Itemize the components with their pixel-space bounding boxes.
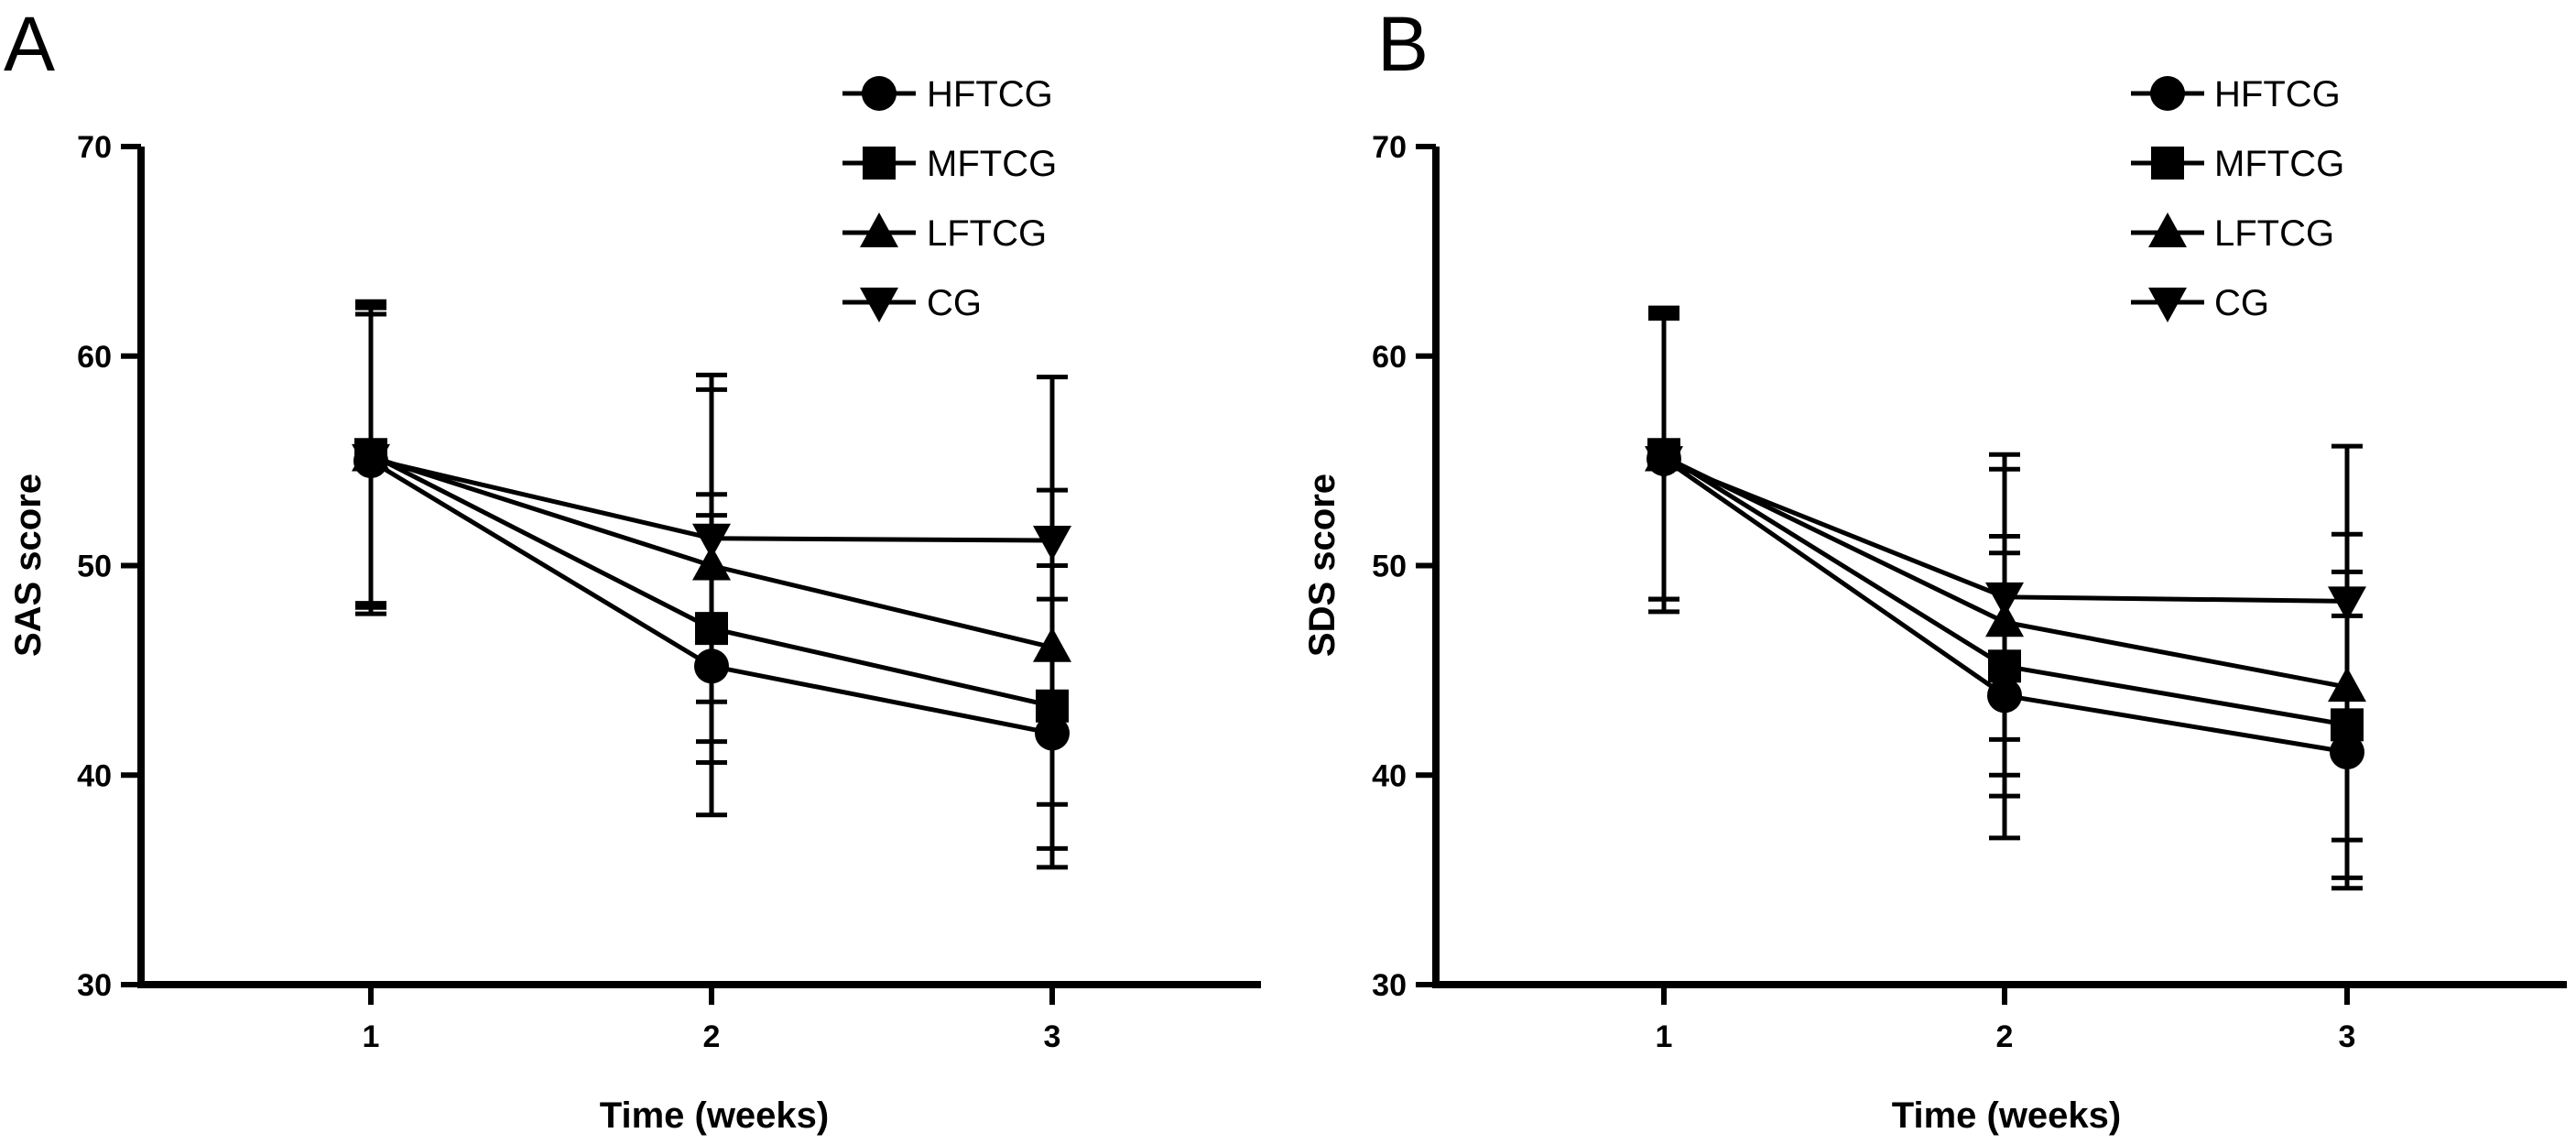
legend-item-hftcg: HFTCG bbox=[2131, 74, 2341, 114]
data-point bbox=[1033, 626, 1071, 662]
y-tick-label: 60 bbox=[77, 340, 112, 375]
data-point bbox=[1035, 715, 1070, 751]
legend-marker bbox=[2148, 212, 2187, 247]
data-point bbox=[2328, 586, 2366, 622]
data-point bbox=[692, 545, 731, 581]
data-point bbox=[1988, 649, 2021, 683]
data-point bbox=[2330, 735, 2364, 770]
x-tick-label: 2 bbox=[1996, 1019, 2014, 1054]
y-tick-label: 50 bbox=[1372, 550, 1407, 584]
data-point bbox=[2331, 708, 2364, 742]
y-tick-label: 70 bbox=[1372, 130, 1407, 165]
data-point bbox=[1985, 602, 2024, 637]
data-point bbox=[694, 648, 729, 684]
y-tick-label: 40 bbox=[77, 758, 112, 793]
series-mftcg bbox=[1647, 438, 2364, 742]
legend-label: CG bbox=[2214, 283, 2269, 323]
legend-label: HFTCG bbox=[2214, 74, 2341, 114]
y-tick-label: 30 bbox=[1372, 968, 1407, 1003]
x-tick-label: 1 bbox=[363, 1019, 380, 1054]
legend-marker bbox=[862, 76, 897, 111]
legend-marker bbox=[860, 288, 898, 322]
y-axis-title: SAS score bbox=[8, 474, 49, 657]
legend-item-cg: CG bbox=[842, 283, 982, 323]
data-point bbox=[1985, 582, 2024, 617]
legend-item-lftcg: LFTCG bbox=[842, 212, 1047, 254]
data-point bbox=[1645, 446, 1683, 482]
series-cg bbox=[1645, 446, 2366, 622]
legend-marker bbox=[2151, 147, 2184, 180]
panel-a: A 30 40 50 60 70 1 2 3 Time (weeks) SAS score HFTCG… bbox=[4, 1, 1261, 1136]
x-tick-label: 3 bbox=[1044, 1019, 1061, 1054]
legend-marker bbox=[860, 212, 898, 247]
legend-label: CG bbox=[927, 283, 982, 323]
legend-label: LFTCG bbox=[927, 213, 1047, 254]
panel-label: A bbox=[4, 1, 55, 87]
x-axis-title: Time (weeks) bbox=[1892, 1095, 2122, 1136]
x-tick-label: 2 bbox=[703, 1019, 721, 1054]
legend-marker bbox=[863, 147, 896, 180]
x-axis-title: Time (weeks) bbox=[600, 1095, 830, 1136]
data-point bbox=[695, 612, 728, 646]
legend-marker bbox=[2148, 288, 2187, 322]
legend-label: HFTCG bbox=[927, 74, 1053, 114]
y-tick-label: 60 bbox=[1372, 340, 1407, 375]
legend-label: MFTCG bbox=[2214, 144, 2344, 184]
y-axis-title: SDS score bbox=[1302, 474, 1342, 657]
panel-b: B 30 40 50 60 70 1 2 3 Time (weeks) SDS score HFTCG… bbox=[1302, 1, 2567, 1136]
y-tick-label: 70 bbox=[77, 130, 112, 165]
y-tick-label: 50 bbox=[77, 550, 112, 584]
legend: HFTCG MFTCG LFTCG CG bbox=[2131, 74, 2344, 323]
legend-item-mftcg: MFTCG bbox=[842, 144, 1057, 184]
legend-item-mftcg: MFTCG bbox=[2131, 144, 2344, 184]
data-point bbox=[692, 523, 731, 559]
series-mftcg bbox=[354, 438, 1069, 723]
legend-marker bbox=[2150, 76, 2185, 111]
legend-item-lftcg: LFTCG bbox=[2131, 212, 2334, 254]
panel-label: B bbox=[1377, 1, 1429, 87]
legend-item-hftcg: HFTCG bbox=[842, 74, 1053, 114]
data-point bbox=[1033, 526, 1071, 561]
series-cg bbox=[352, 443, 1071, 561]
data-point bbox=[1987, 678, 2022, 714]
data-point bbox=[1036, 689, 1069, 723]
legend-label: MFTCG bbox=[927, 144, 1057, 184]
legend: HFTCG MFTCG LFTCG CG bbox=[842, 74, 1057, 323]
y-tick-label: 30 bbox=[77, 968, 112, 1003]
data-point bbox=[2328, 667, 2366, 703]
y-tick-label: 40 bbox=[1372, 758, 1407, 793]
legend-label: LFTCG bbox=[2214, 213, 2334, 254]
data-point bbox=[352, 443, 390, 479]
legend-item-cg: CG bbox=[2131, 283, 2269, 323]
x-tick-label: 3 bbox=[2339, 1019, 2356, 1054]
x-tick-label: 1 bbox=[1656, 1019, 1673, 1054]
